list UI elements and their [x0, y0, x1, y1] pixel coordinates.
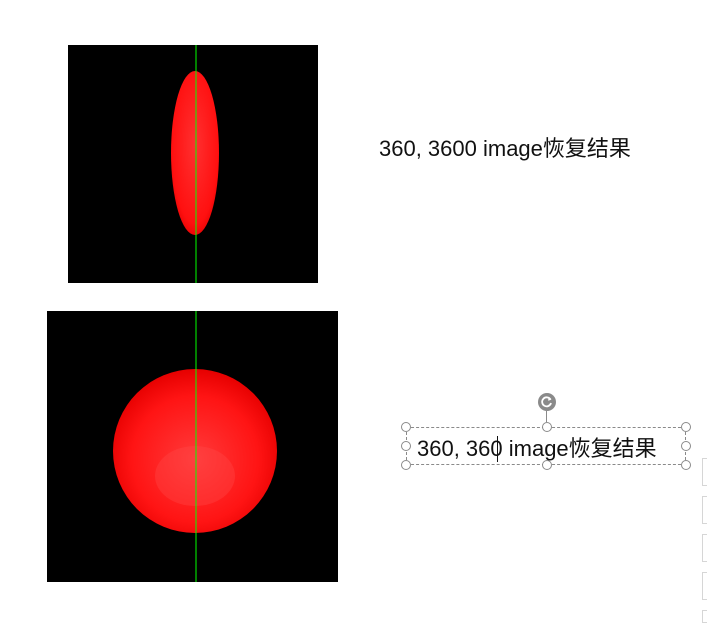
red-sphere-image	[113, 311, 277, 582]
thumbnail-edge-4[interactable]	[702, 572, 707, 600]
resize-handle-top-right[interactable]	[681, 422, 691, 432]
result-image-top[interactable]	[68, 45, 318, 283]
resize-handle-top-left[interactable]	[401, 422, 411, 432]
thumbnail-edge-5[interactable]	[702, 610, 707, 623]
text-caret	[497, 436, 498, 462]
thumbnail-edge-1[interactable]	[702, 458, 707, 486]
resize-handle-bottom-right[interactable]	[681, 460, 691, 470]
resize-handle-top[interactable]	[542, 422, 552, 432]
resize-handle-right[interactable]	[681, 441, 691, 451]
thumbnail-edge-2[interactable]	[702, 496, 707, 524]
resize-handle-bottom[interactable]	[542, 460, 552, 470]
rotate-handle-stem	[546, 411, 547, 422]
result-image-bottom[interactable]	[47, 311, 338, 582]
rotate-handle-icon[interactable]	[538, 393, 556, 411]
resize-handle-bottom-left[interactable]	[401, 460, 411, 470]
thumbnail-edge-3[interactable]	[702, 534, 707, 562]
resize-handle-left[interactable]	[401, 441, 411, 451]
red-ellipse-image	[171, 45, 219, 283]
caption-top[interactable]: 360, 3600 image恢复结果	[379, 136, 631, 161]
caption-bottom-editing[interactable]: 360, 360 image恢复结果	[417, 436, 657, 461]
